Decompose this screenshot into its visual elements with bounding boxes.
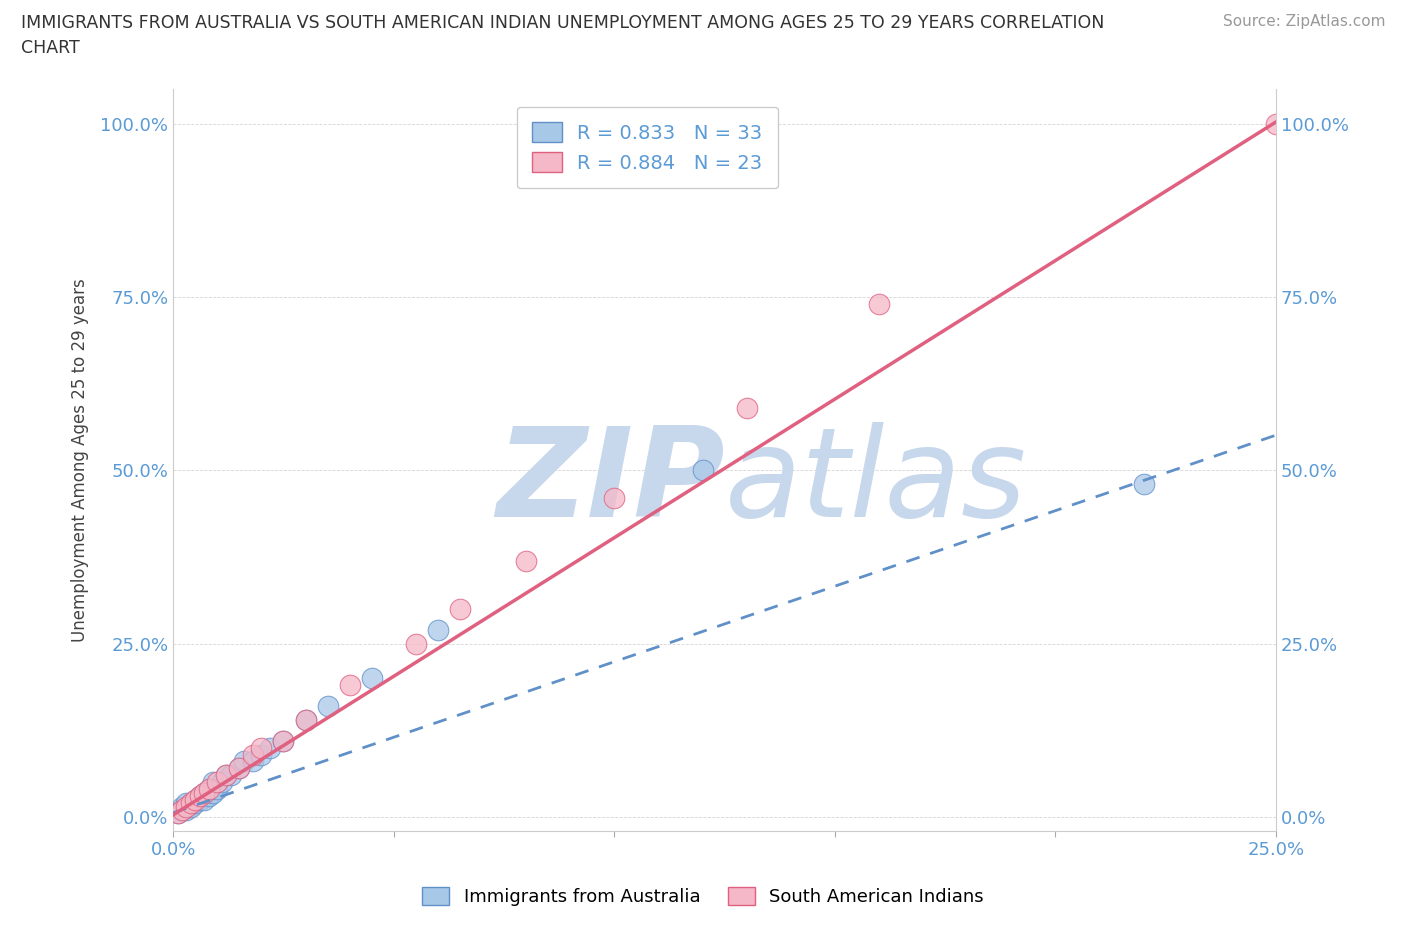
Point xyxy=(735,401,758,416)
Point xyxy=(180,796,202,811)
Text: ZIP: ZIP xyxy=(496,422,724,543)
Point xyxy=(426,622,449,637)
Legend: Immigrants from Australia, South American Indians: Immigrants from Australia, South America… xyxy=(415,880,991,913)
Point xyxy=(868,297,890,312)
Point xyxy=(316,698,339,713)
Point xyxy=(207,782,229,797)
Point xyxy=(242,754,264,769)
Y-axis label: Unemployment Among Ages 25 to 29 years: Unemployment Among Ages 25 to 29 years xyxy=(72,278,89,642)
Point xyxy=(405,636,427,651)
Point xyxy=(215,768,238,783)
Point xyxy=(197,782,219,797)
Point xyxy=(515,553,537,568)
Point xyxy=(166,806,188,821)
Point xyxy=(170,803,193,817)
Legend: R = 0.833   N = 33, R = 0.884   N = 23: R = 0.833 N = 33, R = 0.884 N = 23 xyxy=(517,107,778,189)
Point xyxy=(207,775,229,790)
Point xyxy=(449,602,471,617)
Point xyxy=(1265,116,1288,131)
Point xyxy=(201,775,224,790)
Point xyxy=(228,761,250,776)
Point xyxy=(197,789,219,804)
Point xyxy=(603,491,626,506)
Point xyxy=(250,747,273,762)
Point xyxy=(692,463,714,478)
Point xyxy=(360,671,382,685)
Point xyxy=(219,768,242,783)
Point xyxy=(273,733,295,748)
Point xyxy=(188,789,211,804)
Point xyxy=(1132,477,1154,492)
Point xyxy=(193,785,215,800)
Point xyxy=(166,806,188,821)
Point xyxy=(180,799,202,814)
Point xyxy=(170,799,193,814)
Point xyxy=(184,796,207,811)
Point xyxy=(193,792,215,807)
Point xyxy=(180,796,202,811)
Point xyxy=(197,782,219,797)
Point xyxy=(259,740,281,755)
Point xyxy=(215,768,238,783)
Text: IMMIGRANTS FROM AUSTRALIA VS SOUTH AMERICAN INDIAN UNEMPLOYMENT AMONG AGES 25 TO: IMMIGRANTS FROM AUSTRALIA VS SOUTH AMERI… xyxy=(21,14,1105,32)
Point xyxy=(201,785,224,800)
Point xyxy=(228,761,250,776)
Point xyxy=(294,712,316,727)
Point xyxy=(211,775,233,790)
Text: CHART: CHART xyxy=(21,39,80,57)
Text: Source: ZipAtlas.com: Source: ZipAtlas.com xyxy=(1223,14,1386,29)
Point xyxy=(193,785,215,800)
Point xyxy=(242,747,264,762)
Point xyxy=(176,796,198,811)
Point xyxy=(339,678,361,693)
Point xyxy=(250,740,273,755)
Point xyxy=(188,789,211,804)
Text: atlas: atlas xyxy=(724,422,1026,543)
Point xyxy=(232,754,254,769)
Point xyxy=(184,792,207,807)
Point xyxy=(188,792,211,807)
Point xyxy=(273,733,295,748)
Point xyxy=(170,803,193,817)
Point xyxy=(176,799,198,814)
Point xyxy=(294,712,316,727)
Point xyxy=(184,792,207,807)
Point xyxy=(176,803,198,817)
